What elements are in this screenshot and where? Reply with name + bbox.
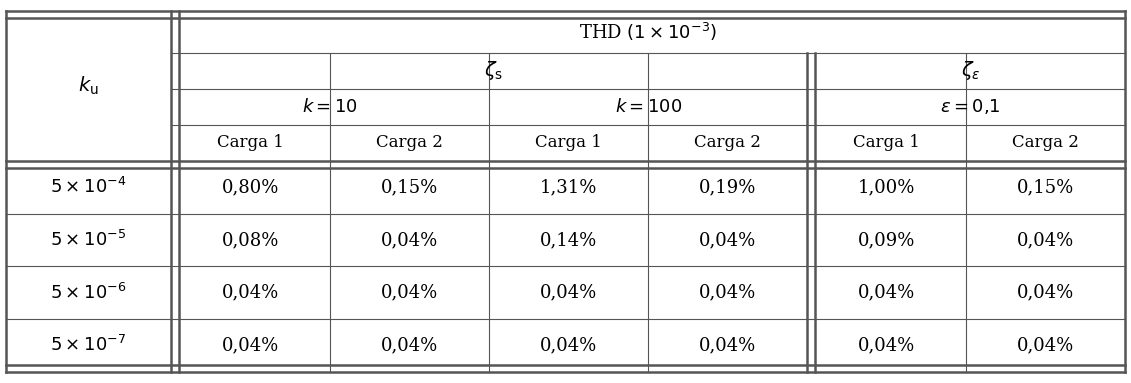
Text: 0,04%: 0,04% [858,283,915,301]
Text: 1,00%: 1,00% [858,178,915,196]
Text: $\zeta_\epsilon$: $\zeta_\epsilon$ [960,59,981,82]
Text: 0,14%: 0,14% [541,231,597,249]
Text: $5 \times 10^{-5}$: $5 \times 10^{-5}$ [51,230,127,250]
Text: 0,04%: 0,04% [858,336,915,354]
Text: $k = 100$: $k = 100$ [614,98,682,116]
Text: 0,04%: 0,04% [699,231,757,249]
Text: 0,08%: 0,08% [222,231,279,249]
Text: $5 \times 10^{-6}$: $5 \times 10^{-6}$ [50,283,127,303]
Text: 0,04%: 0,04% [381,336,439,354]
Text: 0,15%: 0,15% [381,178,439,196]
Text: $\epsilon = 0{,}1$: $\epsilon = 0{,}1$ [940,97,1001,116]
Text: $k_\mathrm{u}$: $k_\mathrm{u}$ [78,75,98,97]
Text: Carga 1: Carga 1 [535,134,603,151]
Text: 0,04%: 0,04% [1017,231,1074,249]
Text: 0,04%: 0,04% [699,336,757,354]
Text: Carga 2: Carga 2 [1012,134,1079,151]
Text: 0,19%: 0,19% [699,178,757,196]
Text: 0,04%: 0,04% [223,283,279,301]
Text: Carga 1: Carga 1 [854,134,921,151]
Text: $5 \times 10^{-4}$: $5 \times 10^{-4}$ [50,177,127,197]
Text: Carga 2: Carga 2 [377,134,443,151]
Text: 0,80%: 0,80% [222,178,279,196]
Text: $\zeta_\mathrm{s}$: $\zeta_\mathrm{s}$ [484,59,503,82]
Text: 0,04%: 0,04% [541,336,597,354]
Text: 0,04%: 0,04% [381,231,439,249]
Text: Carga 1: Carga 1 [217,134,284,151]
Text: $k = 10$: $k = 10$ [302,98,359,116]
Text: Carga 2: Carga 2 [694,134,761,151]
Text: 0,04%: 0,04% [699,283,757,301]
Text: 0,04%: 0,04% [1017,283,1074,301]
Text: 0,04%: 0,04% [381,283,439,301]
Text: THD $(1 \times 10^{-3})$: THD $(1 \times 10^{-3})$ [579,21,717,43]
Text: 1,31%: 1,31% [541,178,597,196]
Text: 0,04%: 0,04% [1017,336,1074,354]
Text: 0,15%: 0,15% [1017,178,1074,196]
Text: 0,04%: 0,04% [223,336,279,354]
Text: 0,09%: 0,09% [858,231,915,249]
Text: $5 \times 10^{-7}$: $5 \times 10^{-7}$ [51,335,127,355]
Text: 0,04%: 0,04% [541,283,597,301]
